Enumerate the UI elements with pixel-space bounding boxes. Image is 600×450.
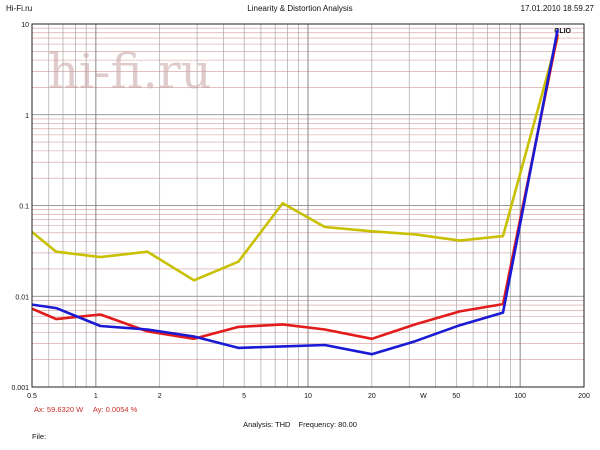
- x-tick-label: 5: [242, 393, 246, 400]
- x-tick-label: W: [420, 393, 427, 400]
- analysis-info: Analysis: THD Frequency: 80.00: [0, 420, 600, 429]
- file-label: File:: [32, 432, 47, 441]
- clio-logo: CLIO: [554, 28, 571, 35]
- series-line-2: [32, 33, 559, 341]
- y-tick-label: 0.001: [11, 385, 29, 392]
- x-tick-label: 50: [452, 393, 460, 400]
- cursor-ay: Ay: 0.0054 %: [92, 405, 138, 414]
- cursor-ax: Ax: 59.6320 W: [34, 405, 84, 414]
- header-title: Linearity & Distortion Analysis: [247, 4, 353, 13]
- cursor-readout: Ax: 59.6320 W Ay: 0.0054 %: [34, 405, 145, 414]
- header-app-name: Hi-Fi.ru: [6, 4, 33, 13]
- series-line-1: [32, 36, 559, 282]
- x-tick-label: 2: [158, 393, 162, 400]
- y-tick-label: 10: [21, 22, 29, 29]
- y-tick-label: 0.1: [19, 204, 29, 211]
- x-tick-label: 0.5: [27, 393, 37, 400]
- y-tick-label: 0.01: [15, 294, 29, 301]
- y-tick-label: 1: [25, 113, 29, 120]
- plot-frame: [31, 23, 585, 388]
- analysis-type: Analysis: THD: [243, 420, 291, 429]
- x-tick-label: 200: [578, 393, 590, 400]
- x-tick-label: 1: [94, 393, 98, 400]
- header-timestamp: 17.01.2010 18.59.27: [520, 4, 594, 13]
- analysis-frequency: Frequency: 80.00: [298, 420, 357, 429]
- series-line-3: [32, 29, 559, 356]
- x-tick-label: 100: [514, 393, 526, 400]
- watermark-logo: hi-fi.ru: [48, 44, 212, 100]
- x-tick-label: 20: [368, 393, 376, 400]
- x-tick-label: 10: [304, 393, 312, 400]
